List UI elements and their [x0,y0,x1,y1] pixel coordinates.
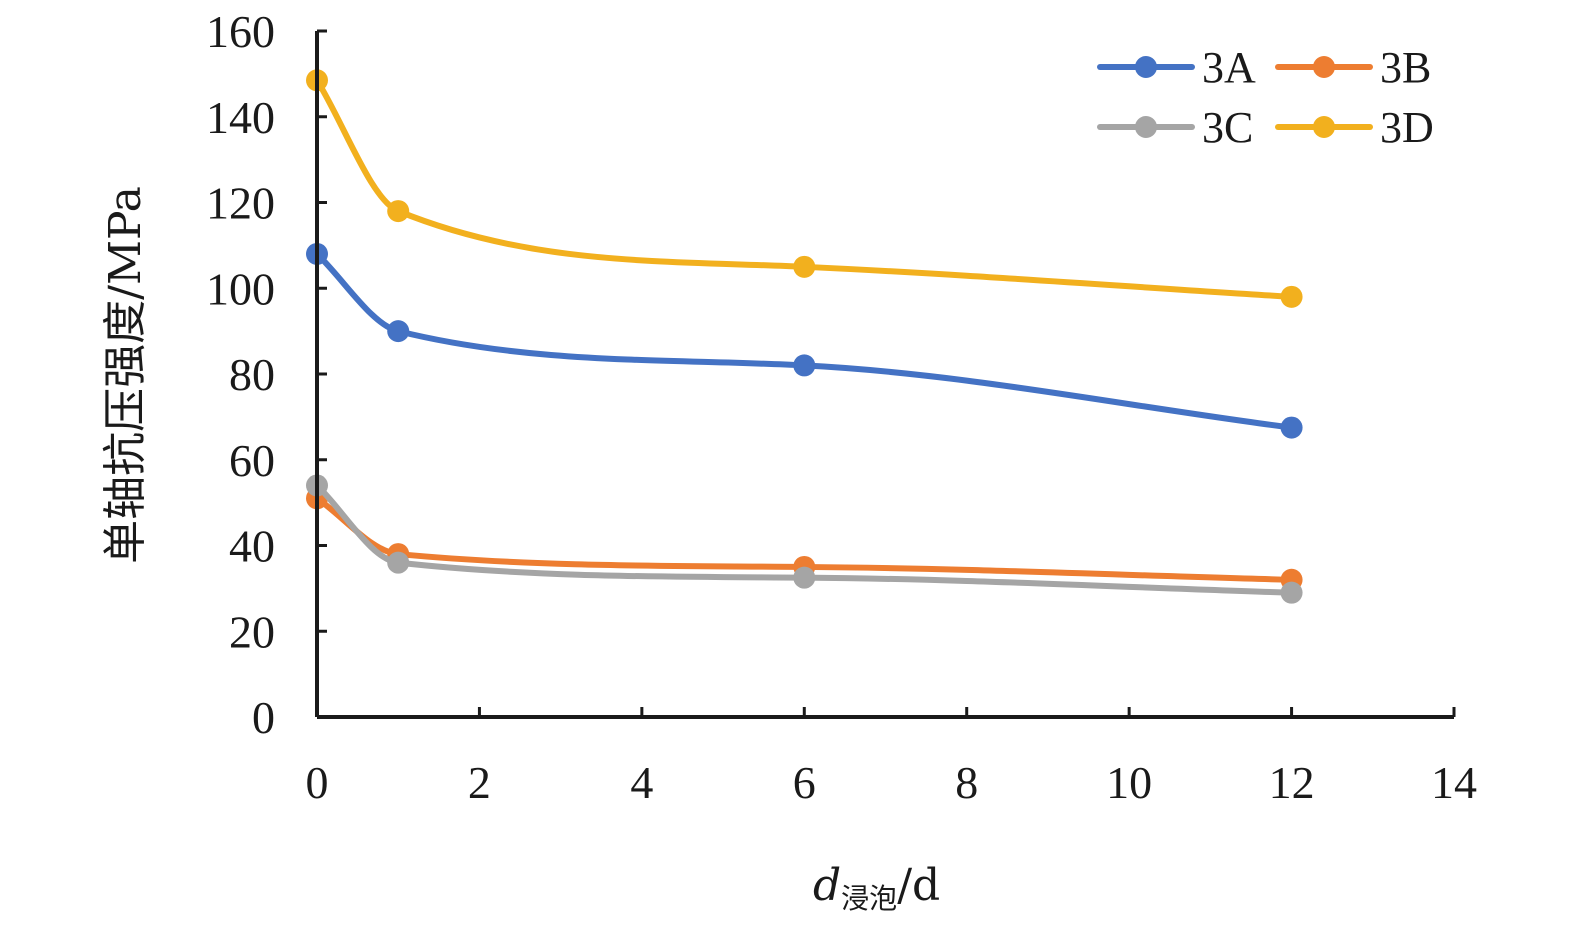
legend: 3A 3B 3C 3D [1097,43,1434,152]
x-tick-label: 0 [306,757,329,808]
legend-item-3a: 3A [1097,43,1256,92]
y-tick-label: 120 [206,178,275,229]
data-point-3c [387,551,410,574]
series-3d [306,69,1303,308]
data-point-3d [793,255,816,278]
x-tick-label: 14 [1431,757,1477,808]
legend-item-3c: 3C [1097,103,1253,152]
legend-label: 3C [1202,103,1253,152]
data-point-3a [793,354,816,377]
legend-swatch-marker [1313,56,1335,78]
y-tick-label: 80 [229,349,275,400]
y-tick-label: 20 [229,606,275,657]
y-tick-label: 0 [252,692,275,743]
data-point-3d [387,200,410,223]
legend-label: 3B [1380,43,1431,92]
legend-swatch-marker [1135,56,1157,78]
legend-swatch-marker [1135,116,1157,138]
series-line-3d [314,77,1295,300]
data-point-3c [793,566,816,589]
x-axis-title-unit: /d [897,860,940,911]
x-tick-label: 4 [630,757,653,808]
x-tick-label: 6 [793,757,816,808]
series-line-3b [314,495,1295,583]
series-line-3a [314,250,1295,431]
y-axis-title: 单轴抗压强度/MPa [100,186,151,564]
ticks-layer: 0 20 40 60 80 100 120 140 160 0 2 4 6 8 10 12 14 [206,6,1477,808]
legend-label: 3A [1202,43,1256,92]
x-tick-label: 10 [1106,757,1152,808]
legend-label: 3D [1380,103,1434,152]
series-3c [306,474,1303,604]
x-tick-label: 12 [1269,757,1315,808]
series-layer [306,69,1303,604]
data-point-3a [387,320,410,343]
y-tick-label: 100 [206,263,275,314]
y-tick-label: 60 [229,435,275,486]
x-axis-title-main: d [813,860,841,911]
legend-item-3d: 3D [1275,103,1434,152]
y-tick-label: 40 [229,521,275,572]
y-tick-label: 160 [206,6,275,57]
legend-swatch-marker [1313,116,1335,138]
data-point-3d [1280,285,1303,308]
data-point-3c [1280,581,1303,604]
x-axis-title-sub: 浸泡 [841,882,897,915]
x-tick-label: 8 [955,757,978,808]
data-point-3a [1280,416,1303,439]
legend-item-3b: 3B [1275,43,1431,92]
series-line-3c [314,482,1295,596]
x-tick-label: 2 [468,757,491,808]
y-tick-label: 140 [206,92,275,143]
x-axis-title: d浸泡/d [813,860,940,915]
